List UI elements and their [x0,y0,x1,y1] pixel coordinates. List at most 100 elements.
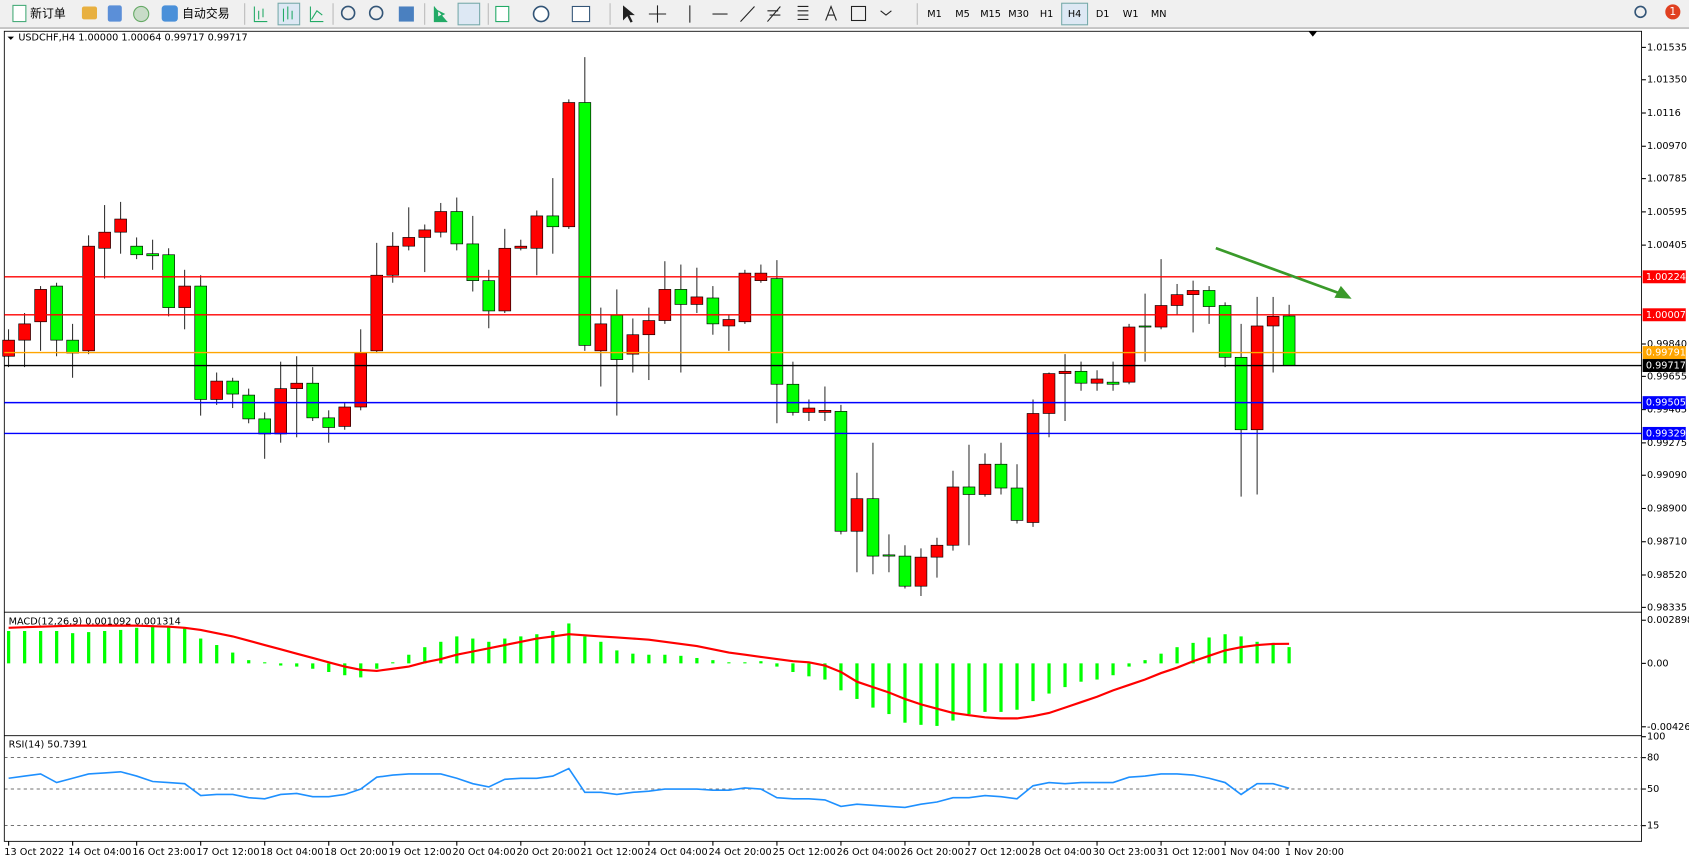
channel-button[interactable] [767,6,781,22]
auto-trade-icon[interactable] [161,5,178,22]
macd-bar [151,626,155,664]
arrows-button[interactable] [880,10,892,16]
macd-bar [679,655,683,664]
candle-body [530,215,544,249]
candle-body [786,383,800,413]
macd-bar [135,627,139,664]
price-label-bg [1642,359,1686,372]
timeframe-button[interactable]: M5 [955,9,970,20]
macd-bar [583,636,587,664]
macd-bar [695,657,699,664]
y-tick-label: 0.98900 [1647,503,1687,514]
candle-body [130,245,143,256]
cursor-button[interactable] [623,5,635,23]
shift-button[interactable] [457,2,481,26]
x-tick-label: 1 Nov 20:00 [1285,847,1344,858]
candle-body [562,102,576,228]
price-label: 0.99717 [1646,361,1686,372]
macd-bar [951,663,955,721]
search-button[interactable] [1634,5,1647,19]
macd-bar [1015,663,1019,710]
price-label-bg [1642,346,1686,360]
candle-body [162,254,175,308]
x-tick-label: 25 Oct 12:00 [773,847,836,858]
candle-body [834,411,848,532]
x-tick-label: 21 Oct 12:00 [581,847,644,858]
candle-body [242,394,255,420]
candle-body [578,102,592,346]
indicators-button[interactable] [495,5,510,23]
zoom-in-button[interactable] [340,5,356,21]
macd-bar [1223,634,1227,664]
candle-body [306,382,319,419]
candle-body [482,280,496,312]
periods-button[interactable] [532,5,550,23]
x-tick-label: 20 Oct 20:00 [517,847,580,858]
bar-chart-button[interactable] [253,6,268,23]
macd-bar [247,660,251,664]
candle-body [354,352,368,408]
timeframe-button[interactable]: D1 [1096,9,1110,20]
candle-body [1282,315,1296,366]
timeframe-button[interactable]: H4 [1068,9,1081,20]
macd-bar [807,663,811,677]
toolbar: 新订单 自动交易 M1 M5 M15 M30 H1 H4 D1 W1 MN [0,0,1689,29]
text-button[interactable] [825,4,837,21]
line-chart-button[interactable] [309,6,324,23]
candle-body [1042,373,1056,414]
timeframe-button[interactable]: W1 [1123,9,1139,20]
macd-bar [1287,647,1291,664]
x-tick-label: 31 Oct 12:00 [1157,847,1220,858]
x-tick-label: 13 Oct 2022 [4,847,64,858]
zoom-out-button[interactable] [368,5,384,21]
macd-bar [1031,663,1035,702]
y-tick-label: 0.00 [1647,658,1669,669]
candle-body [706,297,720,325]
icon[interactable] [107,5,122,22]
macd-bar [1255,641,1259,664]
label-button[interactable] [850,5,867,22]
timeframe-button[interactable]: H1 [1040,9,1053,20]
auto-trade-button[interactable]: 自动交易 [182,7,229,21]
timeframe-button[interactable]: M1 [927,9,942,20]
macd-bar [519,636,523,664]
notification-badge[interactable] [1665,4,1681,20]
macd-bar [1095,663,1099,680]
candle-body [1202,290,1216,307]
candle-body [930,544,944,558]
timeframe-button[interactable]: M30 [1008,9,1029,20]
macd-bar [439,641,443,664]
macd-bar [999,663,1003,712]
new-order-button[interactable]: 新订单 [30,7,66,21]
macd-bar [775,663,779,667]
autoscroll-button[interactable] [433,6,448,23]
x-tick-label: 17 Oct 12:00 [196,847,259,858]
macd-bar [871,663,875,708]
candle-chart-button[interactable] [277,2,301,26]
y-tick-label: 0.99275 [1647,438,1687,449]
price-label-bg [1642,396,1686,410]
new-order-icon[interactable] [12,4,27,23]
notification-count: 1 [1669,5,1676,18]
icon[interactable] [133,5,150,23]
tile-button[interactable] [398,6,414,22]
macd-bar [1175,647,1179,664]
candle-body [178,285,191,308]
macd-bar [759,661,763,664]
y-tick-label: 0.99465 [1647,405,1687,416]
crosshair-button[interactable] [648,5,667,23]
trendline-button[interactable] [740,6,755,22]
candle-body [370,274,384,352]
templates-button[interactable] [571,5,591,23]
candle-body [898,555,912,587]
macd-bar [71,633,75,664]
candle-body [658,289,672,321]
fibo-button[interactable] [797,5,809,20]
candle-body [194,285,207,400]
timeframe-button[interactable]: M15 [980,9,1001,20]
candle-body [18,323,31,341]
timeframe-button[interactable]: MN [1151,9,1167,20]
macd-bar [791,663,795,672]
icon[interactable] [81,6,98,20]
candle-body [210,380,223,400]
